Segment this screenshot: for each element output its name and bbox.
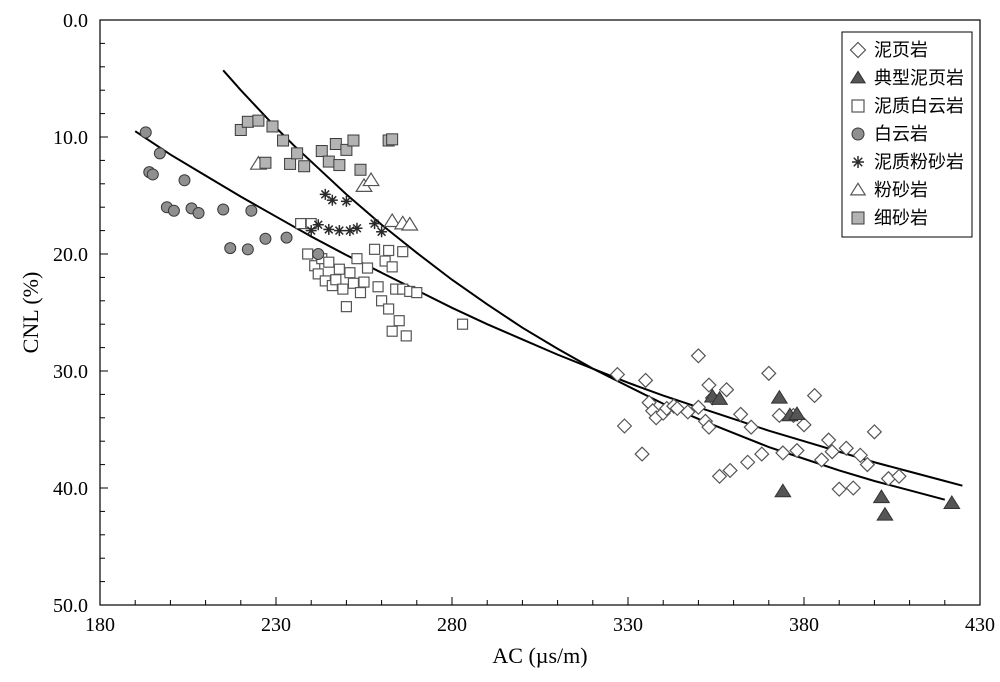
- legend-label: 泥质粉砂岩: [874, 152, 964, 172]
- y-tick-label: 20.0: [53, 244, 88, 266]
- legend-label: 粉砂岩: [874, 180, 928, 200]
- x-tick-label: 330: [613, 614, 643, 636]
- legend-label: 泥页岩: [874, 40, 928, 60]
- x-tick-label: 430: [965, 614, 995, 636]
- y-tick-label: 30.0: [53, 361, 88, 383]
- x-tick-label: 230: [261, 614, 291, 636]
- x-axis-label: AC (µs/m): [492, 643, 587, 668]
- trend-curve-curve_lower: [135, 131, 962, 486]
- y-axis-label: CNL (%): [18, 272, 43, 354]
- y-tick-label: 40.0: [53, 478, 88, 500]
- series-shale: [611, 349, 906, 496]
- y-tick-label: 50.0: [53, 595, 88, 617]
- legend-label: 泥质白云岩: [874, 96, 964, 116]
- y-tick-label: 10.0: [53, 127, 88, 149]
- x-tick-label: 280: [437, 614, 467, 636]
- cnl-vs-ac-scatter-chart: 180 230 280 330 380 430 AC (µs/m) 0.0 10.0 20.0 30…: [0, 0, 1000, 682]
- x-tick-label: 180: [85, 614, 115, 636]
- x-tick-label: 380: [789, 614, 819, 636]
- series-argill_silt: [306, 189, 387, 237]
- legend-label: 细砂岩: [874, 208, 928, 228]
- legend-label: 白云岩: [874, 124, 928, 144]
- legend-label: 典型泥页岩: [874, 68, 964, 88]
- y-tick-label: 0.0: [63, 10, 88, 32]
